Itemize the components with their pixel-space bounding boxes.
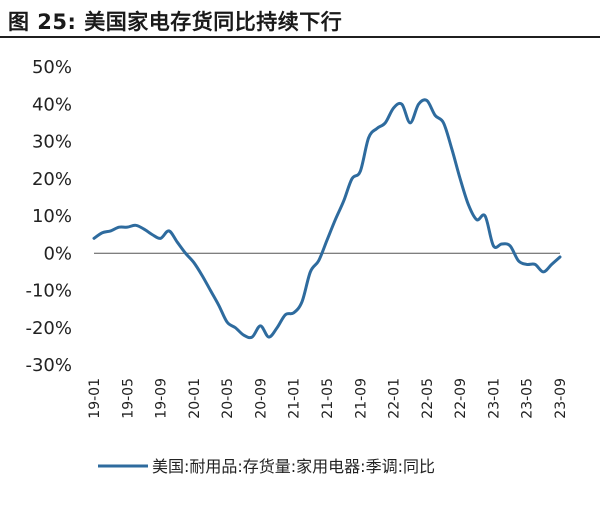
x-tick-label: 19-05 — [120, 378, 136, 419]
x-tick-label: 22-09 — [453, 378, 469, 419]
y-tick-label: 0% — [43, 243, 72, 264]
x-tick-label: 20-05 — [220, 378, 236, 419]
x-tick-label: 19-09 — [154, 378, 170, 419]
y-tick-label: 20% — [32, 169, 72, 190]
y-tick-label: 50% — [32, 57, 72, 78]
x-tick-label: 19-01 — [87, 378, 103, 419]
x-tick-label: 21-05 — [320, 378, 336, 419]
legend-label: 美国:耐用品:存货量:家用电器:季调:同比 — [152, 457, 435, 476]
y-axis-labels: -30% -20% -10% 0% 10% 20% 30% 40% 50% — [25, 57, 72, 376]
x-tick-label: 20-09 — [253, 378, 269, 419]
x-tick-label: 22-01 — [387, 378, 403, 419]
chart-title: 图 25: 美国家电存货同比持续下行 — [8, 10, 343, 34]
x-axis-labels: 19-01 19-05 19-09 20-01 20-05 20-09 21-01 21-05… — [87, 378, 569, 419]
y-tick-label: 10% — [32, 206, 72, 227]
x-tick-label: 22-05 — [420, 378, 436, 419]
title-bar: 图 25: 美国家电存货同比持续下行 — [0, 0, 600, 38]
y-tick-label: 30% — [32, 132, 72, 153]
x-tick-label: 21-09 — [353, 378, 369, 419]
y-tick-label: 40% — [32, 94, 72, 115]
x-tick-label: 23-01 — [486, 378, 502, 419]
x-tick-label: 21-01 — [287, 378, 303, 419]
y-tick-label: -30% — [25, 355, 72, 376]
line-chart: -30% -20% -10% 0% 10% 20% 30% 40% 50% 19-01 19-05… — [25, 57, 569, 476]
series-layer — [92, 98, 562, 340]
legend: 美国:耐用品:存货量:家用电器:季调:同比 — [98, 457, 435, 476]
series-line — [92, 98, 562, 340]
x-tick-label: 20-01 — [187, 378, 203, 419]
x-tick-label: 23-05 — [520, 378, 536, 419]
x-tick-label: 23-09 — [553, 378, 569, 419]
y-tick-label: -20% — [25, 318, 72, 339]
y-tick-label: -10% — [25, 281, 72, 302]
